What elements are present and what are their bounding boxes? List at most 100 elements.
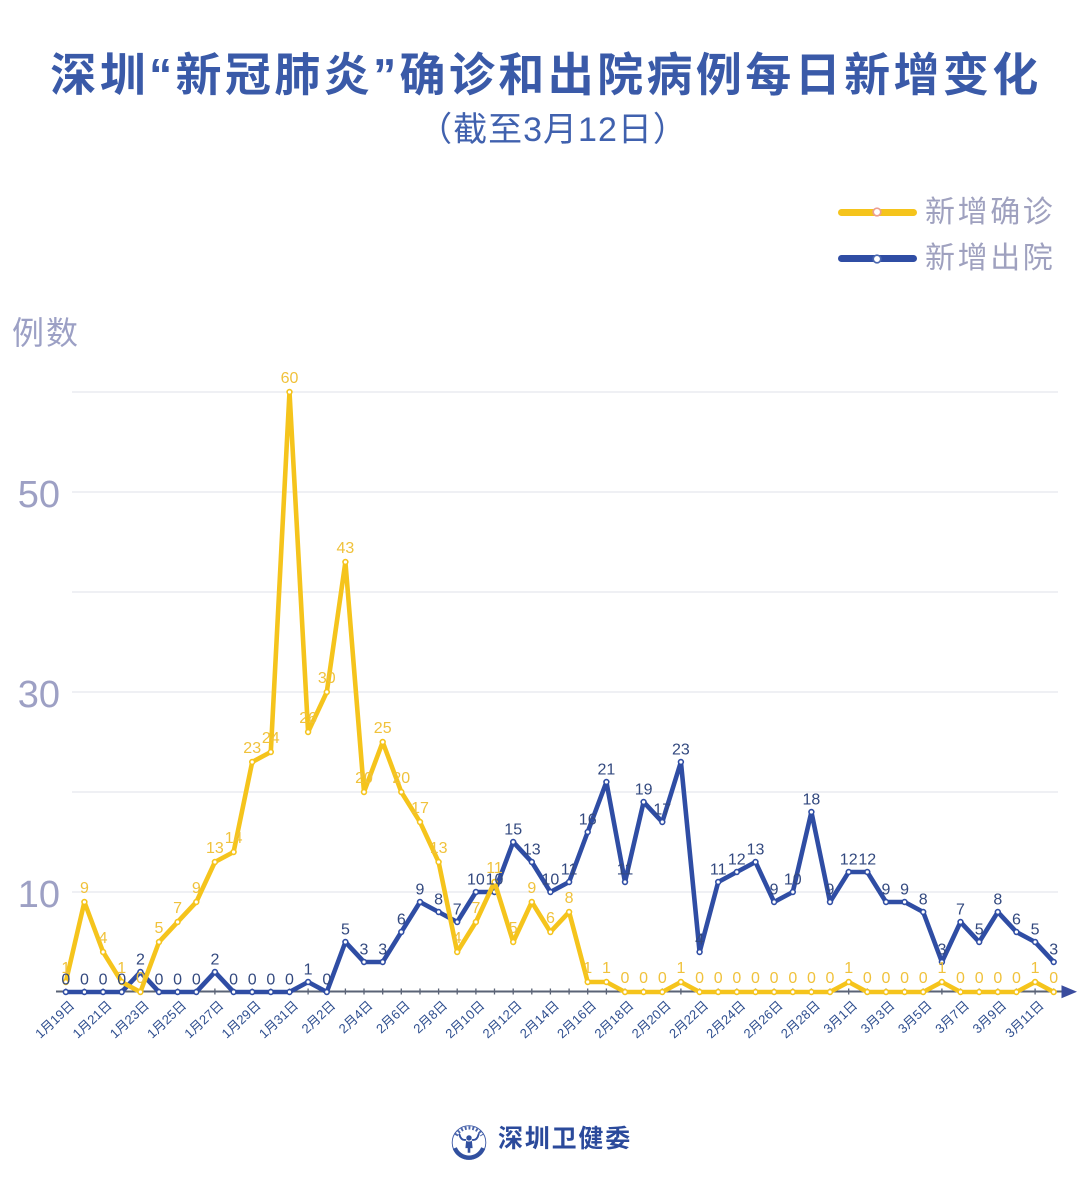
svg-text:10: 10 bbox=[467, 872, 485, 889]
svg-text:9: 9 bbox=[192, 880, 201, 897]
svg-text:0: 0 bbox=[80, 972, 89, 989]
svg-text:5: 5 bbox=[155, 920, 164, 937]
svg-text:0: 0 bbox=[639, 970, 648, 987]
svg-text:0: 0 bbox=[882, 970, 891, 987]
svg-text:3月3日: 3月3日 bbox=[858, 998, 898, 1037]
svg-text:13: 13 bbox=[430, 840, 448, 857]
svg-text:8: 8 bbox=[565, 890, 574, 907]
svg-text:0: 0 bbox=[322, 972, 331, 989]
svg-text:3月11日: 3月11日 bbox=[1002, 998, 1046, 1041]
svg-text:20: 20 bbox=[392, 770, 410, 787]
svg-text:4: 4 bbox=[695, 932, 704, 949]
svg-text:7: 7 bbox=[956, 902, 965, 919]
svg-text:11: 11 bbox=[617, 862, 634, 879]
svg-text:0: 0 bbox=[1012, 970, 1021, 987]
svg-text:0: 0 bbox=[192, 972, 201, 989]
svg-text:0: 0 bbox=[229, 972, 238, 989]
svg-text:17: 17 bbox=[411, 800, 429, 817]
svg-text:16: 16 bbox=[579, 812, 597, 829]
svg-text:26: 26 bbox=[299, 710, 317, 727]
svg-text:2月2日: 2月2日 bbox=[299, 998, 339, 1037]
svg-text:60: 60 bbox=[281, 370, 299, 387]
svg-text:6: 6 bbox=[546, 910, 555, 927]
svg-text:7: 7 bbox=[173, 900, 182, 917]
svg-text:0: 0 bbox=[714, 970, 723, 987]
svg-text:0: 0 bbox=[285, 972, 294, 989]
svg-text:2月12日: 2月12日 bbox=[480, 998, 525, 1042]
svg-text:2月14日: 2月14日 bbox=[517, 998, 562, 1042]
svg-text:11: 11 bbox=[486, 860, 503, 877]
svg-text:0: 0 bbox=[117, 972, 126, 989]
svg-text:13: 13 bbox=[206, 840, 224, 857]
svg-text:5: 5 bbox=[975, 922, 984, 939]
svg-text:0: 0 bbox=[248, 972, 257, 989]
svg-text:23: 23 bbox=[243, 740, 261, 757]
svg-text:0: 0 bbox=[155, 972, 164, 989]
svg-text:9: 9 bbox=[826, 882, 835, 899]
svg-text:5: 5 bbox=[341, 922, 350, 939]
svg-text:3: 3 bbox=[937, 942, 946, 959]
svg-text:1月25日: 1月25日 bbox=[144, 998, 189, 1042]
svg-text:13: 13 bbox=[747, 842, 765, 859]
svg-text:8: 8 bbox=[993, 892, 1002, 909]
svg-text:2月18日: 2月18日 bbox=[591, 998, 636, 1042]
svg-text:1: 1 bbox=[1031, 960, 1040, 977]
svg-text:24: 24 bbox=[262, 730, 280, 747]
svg-text:9: 9 bbox=[770, 882, 779, 899]
svg-text:0: 0 bbox=[788, 970, 797, 987]
svg-text:43: 43 bbox=[337, 540, 355, 557]
svg-text:1: 1 bbox=[676, 960, 685, 977]
svg-text:1月23日: 1月23日 bbox=[107, 998, 152, 1042]
svg-text:15: 15 bbox=[504, 822, 522, 839]
svg-text:5: 5 bbox=[509, 920, 518, 937]
svg-text:0: 0 bbox=[1049, 970, 1058, 987]
svg-text:10: 10 bbox=[784, 872, 802, 889]
svg-text:1: 1 bbox=[61, 960, 70, 977]
svg-text:9: 9 bbox=[527, 880, 536, 897]
svg-text:1: 1 bbox=[583, 960, 592, 977]
svg-text:11: 11 bbox=[710, 862, 727, 879]
svg-text:1月31日: 1月31日 bbox=[256, 998, 301, 1042]
svg-text:14: 14 bbox=[225, 830, 243, 847]
svg-text:1: 1 bbox=[844, 960, 853, 977]
svg-text:7: 7 bbox=[471, 900, 480, 917]
svg-text:2月16日: 2月16日 bbox=[554, 998, 599, 1042]
svg-text:2月20日: 2月20日 bbox=[629, 998, 674, 1042]
svg-text:0: 0 bbox=[621, 970, 630, 987]
svg-text:19: 19 bbox=[635, 782, 653, 799]
svg-text:0: 0 bbox=[658, 970, 667, 987]
svg-text:12: 12 bbox=[728, 852, 746, 869]
svg-text:9: 9 bbox=[80, 880, 89, 897]
svg-text:11: 11 bbox=[561, 862, 578, 879]
svg-text:3: 3 bbox=[378, 942, 387, 959]
svg-text:1月27日: 1月27日 bbox=[181, 998, 226, 1042]
svg-text:1月21日: 1月21日 bbox=[70, 998, 115, 1042]
svg-text:6: 6 bbox=[1012, 912, 1021, 929]
svg-text:17: 17 bbox=[653, 802, 671, 819]
svg-text:1: 1 bbox=[117, 960, 126, 977]
svg-text:6: 6 bbox=[397, 912, 406, 929]
svg-text:0: 0 bbox=[863, 970, 872, 987]
svg-text:1月19日: 1月19日 bbox=[32, 998, 77, 1042]
svg-text:12: 12 bbox=[840, 852, 858, 869]
svg-text:0: 0 bbox=[956, 970, 965, 987]
svg-text:1: 1 bbox=[937, 960, 946, 977]
svg-text:21: 21 bbox=[598, 762, 616, 779]
svg-text:2: 2 bbox=[210, 952, 219, 969]
svg-text:0: 0 bbox=[99, 972, 108, 989]
svg-text:10: 10 bbox=[486, 872, 504, 889]
svg-text:9: 9 bbox=[900, 882, 909, 899]
svg-text:2月28日: 2月28日 bbox=[778, 998, 823, 1042]
svg-text:25: 25 bbox=[374, 720, 392, 737]
svg-text:30: 30 bbox=[318, 670, 336, 687]
svg-text:0: 0 bbox=[826, 970, 835, 987]
svg-text:2: 2 bbox=[136, 952, 145, 969]
svg-text:8: 8 bbox=[434, 892, 443, 909]
svg-text:0: 0 bbox=[266, 972, 275, 989]
svg-text:9: 9 bbox=[416, 882, 425, 899]
svg-text:0: 0 bbox=[770, 970, 779, 987]
svg-text:9: 9 bbox=[882, 882, 891, 899]
svg-text:0: 0 bbox=[61, 972, 70, 989]
svg-text:3: 3 bbox=[360, 942, 369, 959]
svg-text:0: 0 bbox=[900, 970, 909, 987]
